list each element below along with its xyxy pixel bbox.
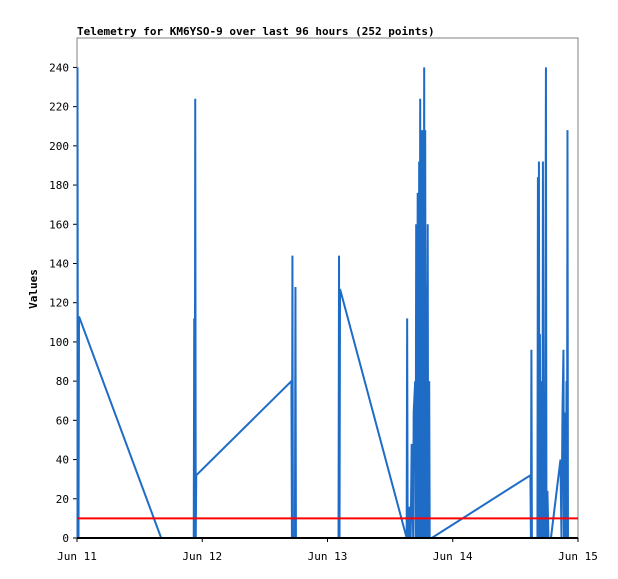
y-tick-label: 240	[49, 61, 69, 74]
y-axis-label: Values	[27, 269, 40, 309]
y-tick-label: 220	[49, 101, 69, 114]
telemetry-series-line	[76, 67, 569, 539]
y-tick-label: 0	[62, 532, 69, 545]
y-tick-label: 120	[49, 297, 69, 310]
x-tick-label: Jun 12	[182, 550, 222, 563]
y-tick-label: 80	[56, 375, 69, 388]
y-tick-label: 180	[49, 179, 69, 192]
x-tick-label: Jun 14	[433, 550, 473, 563]
x-tick-label: Jun 15	[558, 550, 598, 563]
plot-area: 0 20 40 60 80 100 120 140 160 180 200 220 240 Jun 11 J…	[49, 37, 598, 563]
x-tick-label: Jun 13	[308, 550, 348, 563]
y-tick-label: 60	[56, 414, 69, 427]
plot-frame	[76, 37, 579, 539]
x-tick-label: Jun 11	[57, 550, 97, 563]
y-tick-label: 160	[49, 218, 69, 231]
y-tick-label: 200	[49, 140, 69, 153]
y-tick-label: 20	[56, 493, 69, 506]
y-tick-label: 140	[49, 257, 69, 270]
y-tick-label: 40	[56, 454, 69, 467]
y-tick-label: 100	[49, 336, 69, 349]
chart-title: Telemetry for KM6YSO-9 over last 96 hour…	[77, 25, 435, 38]
